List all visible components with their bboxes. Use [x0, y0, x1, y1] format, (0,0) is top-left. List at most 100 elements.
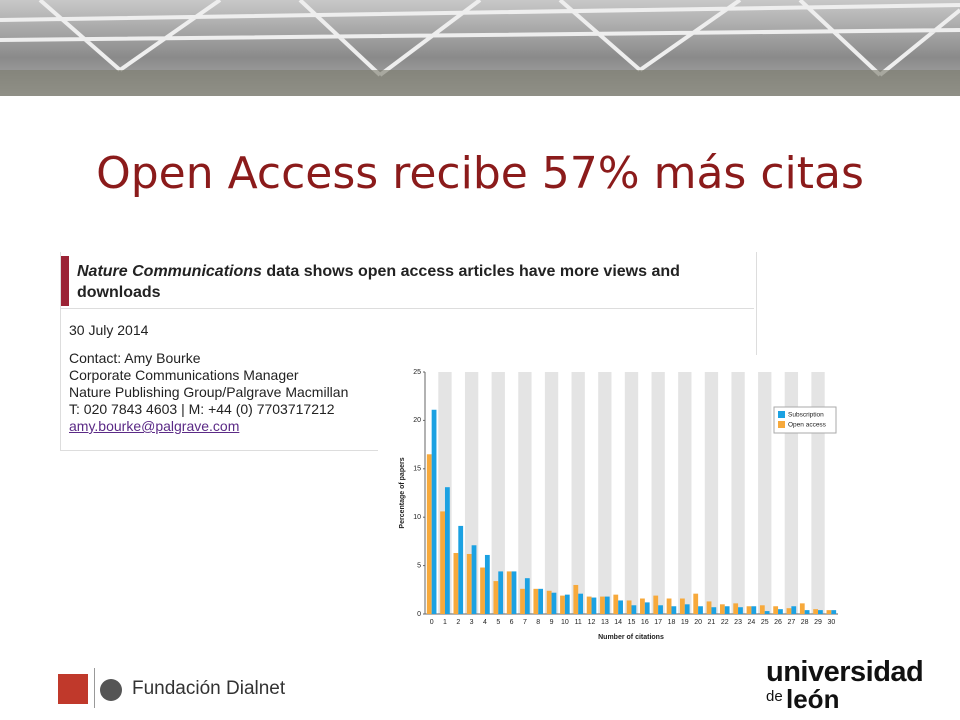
bar — [719, 604, 725, 614]
bar — [684, 604, 690, 614]
x-tick-label: 0 — [430, 619, 434, 626]
bar — [466, 553, 472, 614]
heading-text: data shows open access articles have mor… — [77, 263, 680, 301]
x-tick-label: 2 — [456, 619, 460, 626]
x-tick-label: 27 — [787, 619, 795, 626]
contact-line: Corporate Communications Manager — [69, 367, 299, 383]
band-stripe — [651, 372, 665, 614]
bar — [693, 593, 699, 614]
bar — [493, 581, 499, 614]
x-tick-label: 26 — [774, 619, 782, 626]
bar — [498, 571, 504, 614]
bar — [546, 590, 552, 614]
bar — [666, 598, 672, 614]
y-tick-label: 25 — [413, 369, 421, 376]
band-stripe — [678, 372, 692, 614]
bar — [733, 603, 739, 614]
bar — [613, 594, 619, 614]
bar — [551, 592, 557, 614]
bar — [764, 611, 770, 614]
bar — [586, 596, 592, 614]
univ-name: universidad — [766, 656, 924, 688]
bar — [533, 588, 539, 614]
y-tick-label: 20 — [413, 417, 421, 424]
band-stripe — [518, 372, 532, 614]
bar — [826, 610, 832, 614]
x-tick-label: 11 — [575, 619, 582, 626]
contact-line: Contact: Amy Bourke — [69, 350, 201, 366]
press-release: Nature Communications data shows open ac… — [60, 252, 757, 451]
bar — [786, 608, 792, 614]
bar — [480, 567, 485, 614]
bar — [458, 525, 464, 614]
x-tick-label: 18 — [668, 619, 676, 626]
x-tick-label: 28 — [801, 619, 809, 626]
bar — [818, 610, 823, 614]
banner-photo — [0, 0, 960, 96]
email-link[interactable]: amy.bourke@palgrave.com — [69, 418, 240, 434]
bar — [679, 598, 685, 614]
legend-swatch — [778, 421, 785, 428]
x-tick-label: 29 — [814, 619, 822, 626]
bar — [440, 511, 445, 614]
x-tick-label: 19 — [681, 619, 689, 626]
band-stripe — [571, 372, 585, 614]
bar — [618, 600, 623, 614]
y-tick-label: 10 — [413, 514, 421, 521]
bar — [626, 600, 632, 614]
x-tick-label: 4 — [483, 619, 487, 626]
x-tick-label: 8 — [536, 619, 540, 626]
x-tick-label: 23 — [734, 619, 742, 626]
press-header: Nature Communications data shows open ac… — [61, 252, 754, 309]
band-stripe — [544, 372, 559, 614]
bar — [640, 598, 645, 614]
x-tick-label: 24 — [748, 619, 756, 626]
bar — [426, 454, 432, 614]
press-date: 30 July 2014 — [69, 322, 149, 338]
bar — [591, 597, 597, 614]
x-tick-label: 15 — [628, 619, 636, 626]
bar — [453, 553, 459, 614]
contact-line: T: 020 7843 4603 | M: +44 (0) 7703717212 — [69, 401, 335, 417]
logo-icon — [58, 674, 88, 704]
contact: Contact: Amy Bourke Corporate Communicat… — [69, 350, 348, 435]
band-stripe — [731, 372, 745, 614]
legend-label: Subscription — [788, 412, 824, 419]
bar — [644, 602, 650, 614]
chart: Percentage of papers Number of citations… — [378, 355, 840, 645]
accent-bar — [61, 256, 69, 306]
bar — [706, 601, 712, 614]
y-tick-label: 5 — [417, 562, 421, 569]
x-tick-label: 10 — [561, 619, 569, 626]
x-tick-label: 13 — [601, 619, 609, 626]
bar — [698, 606, 703, 614]
bar — [724, 606, 730, 614]
y-tick-label: 15 — [413, 466, 421, 473]
bar — [658, 605, 663, 614]
footer-left: Fundación Dialnet — [132, 678, 286, 699]
x-tick-label: 20 — [694, 619, 702, 626]
x-tick-label: 7 — [523, 619, 527, 626]
bar — [711, 607, 717, 614]
bar — [444, 487, 450, 614]
bar — [738, 607, 743, 614]
bar — [831, 610, 837, 614]
bar — [520, 588, 525, 614]
bar — [578, 593, 584, 614]
band-stripe — [758, 372, 772, 614]
univ-city: león — [786, 684, 840, 714]
x-tick-label: 21 — [708, 619, 716, 626]
x-tick-label: 6 — [510, 619, 514, 626]
x-tick-label: 12 — [588, 619, 596, 626]
x-tick-label: 14 — [614, 619, 622, 626]
bar — [564, 594, 570, 614]
bar — [471, 545, 477, 614]
bar — [791, 606, 797, 614]
bar — [813, 609, 819, 614]
x-axis-label: Number of citations — [598, 634, 664, 641]
bar — [799, 603, 805, 614]
bar — [538, 588, 544, 614]
bar — [506, 571, 512, 614]
journal: Nature Communications — [77, 263, 262, 280]
